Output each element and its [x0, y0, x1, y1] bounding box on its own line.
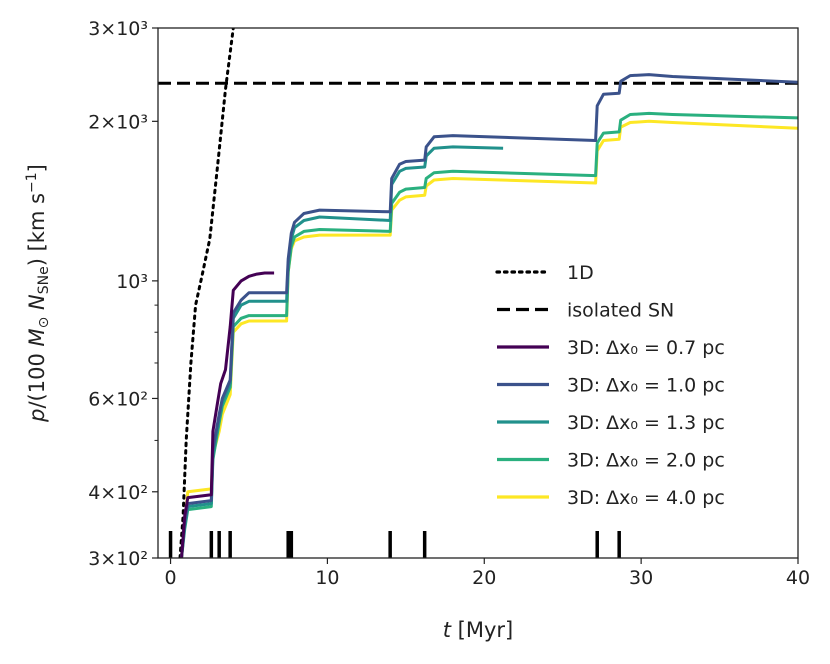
plot-frame — [157, 27, 799, 559]
legend: 1D isolated SN 3D: Δx₀ = 0.7 pc 3D: Δx₀ = 1… — [495, 262, 725, 509]
x-tick-label: 30 — [629, 567, 653, 589]
x-axis-label: t [Myr] — [443, 618, 513, 642]
legend-label: 3D: Δx₀ = 1.0 pc — [567, 375, 725, 397]
y-tick-label: 10³ — [116, 271, 148, 293]
y-tick-label: 3×10³ — [88, 18, 148, 40]
x-tick-label: 0 — [165, 567, 177, 589]
y-tick-label: 6×10² — [88, 388, 148, 410]
y-tick-label: 2×10³ — [88, 111, 148, 133]
x-tick-label: 40 — [786, 567, 810, 589]
y-tick-label: 3×10² — [88, 548, 148, 570]
axes: 0 10 20 30 40 3×10² 4×10² 6×10² 10³ 2×10³ 3×10³ — [88, 18, 810, 589]
legend-label: 3D: Δx₀ = 2.0 pc — [567, 450, 725, 472]
plot-area — [158, 28, 798, 558]
series-line-0.7-pc — [180, 271, 275, 558]
series-line-1.0-pc — [180, 73, 798, 558]
legend-label: 1D — [567, 262, 594, 284]
legend-label: 3D: Δx₀ = 4.0 pc — [567, 487, 725, 509]
x-tick-label: 10 — [315, 567, 339, 589]
legend-label: 3D: Δx₀ = 0.7 pc — [567, 337, 725, 359]
y-axis-label: p/(100 M⊙ NSNe) [km s−1] — [24, 164, 52, 423]
series-line-1.3-pc — [180, 145, 504, 558]
legend-label: isolated SN — [567, 300, 674, 322]
x-tick-label: 20 — [472, 567, 496, 589]
y-tick-label: 4×10² — [88, 482, 148, 504]
series-line-4.0-pc — [180, 119, 798, 558]
legend-label: 3D: Δx₀ = 1.3 pc — [567, 412, 725, 434]
line-1d — [178, 28, 235, 558]
